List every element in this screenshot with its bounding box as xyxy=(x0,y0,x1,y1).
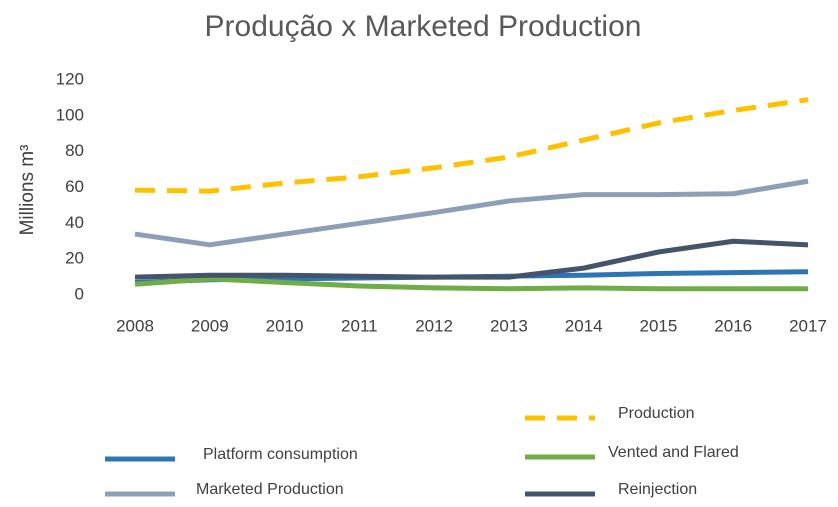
series-line xyxy=(134,238,809,280)
y-tick-label: 80 xyxy=(65,141,84,160)
x-tick-label: 2009 xyxy=(191,316,229,335)
y-tick-label: 60 xyxy=(65,177,84,196)
x-tick-label: 2014 xyxy=(565,316,603,335)
legend-label: Production xyxy=(618,405,695,422)
x-tick-label: 2016 xyxy=(714,316,752,335)
legend-label: Platform consumption xyxy=(203,446,358,463)
y-tick-label: 0 xyxy=(75,284,84,303)
series-line xyxy=(134,276,808,292)
y-tick-label: 100 xyxy=(56,105,84,124)
x-tick-label: 2012 xyxy=(415,316,453,335)
legend-label: Marketed Production xyxy=(196,481,344,498)
legend-label: Vented and Flared xyxy=(608,444,739,461)
chart-title: Produção x Marketed Production xyxy=(205,10,642,43)
x-tick-label: 2013 xyxy=(490,316,528,335)
y-tick-label: 20 xyxy=(65,249,84,268)
x-tick-label: 2011 xyxy=(341,316,378,335)
y-tick-label: 40 xyxy=(65,213,84,232)
x-tick-label: 2010 xyxy=(266,316,304,335)
series-line xyxy=(134,97,809,194)
x-tick-label: 2015 xyxy=(640,316,678,335)
legend-label: Reinjection xyxy=(618,481,697,498)
y-tick-label: 120 xyxy=(56,69,84,88)
x-tick-label: 2008 xyxy=(116,316,154,335)
y-axis-label: Millions m³ xyxy=(17,145,38,236)
series-line xyxy=(134,178,809,248)
x-tick-label: 2017 xyxy=(789,316,827,335)
